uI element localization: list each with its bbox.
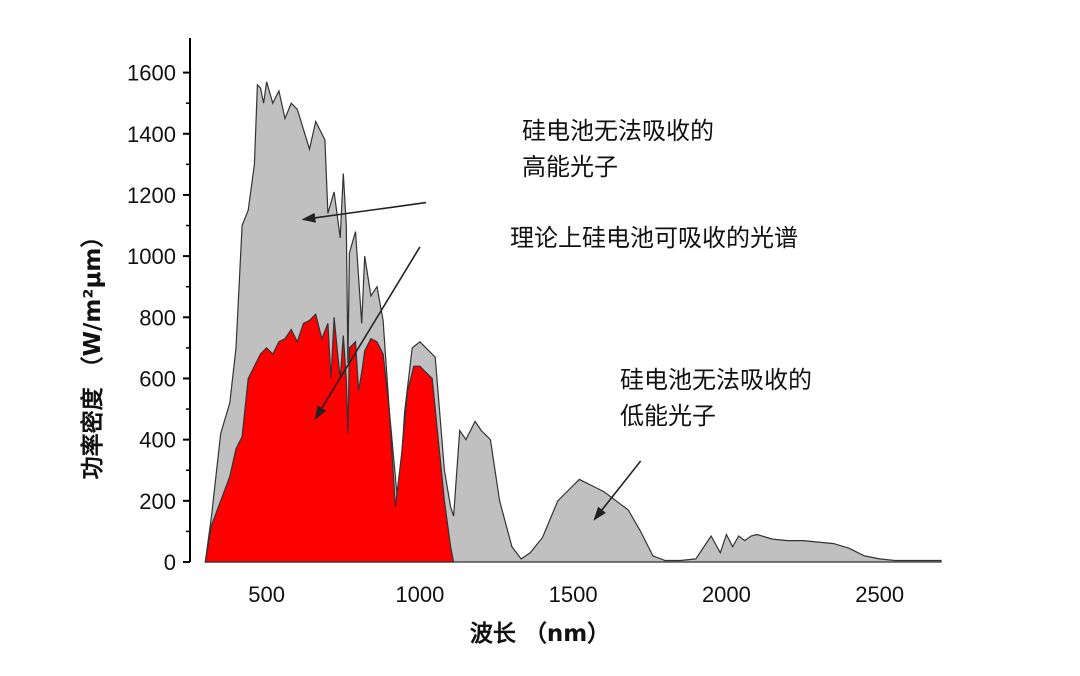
annotation-text-1: 高能光子 bbox=[522, 153, 618, 181]
y-tick-label: 1600 bbox=[127, 61, 176, 86]
x-tick-label: 1500 bbox=[549, 582, 598, 607]
x-tick-label: 2500 bbox=[855, 582, 904, 607]
x-tick-label: 1000 bbox=[395, 582, 444, 607]
area-series-group bbox=[204, 81, 942, 563]
annotation-arrow-2 bbox=[314, 246, 421, 420]
y-tick-label: 1200 bbox=[127, 183, 176, 208]
x-tick-label: 2000 bbox=[702, 582, 751, 607]
y-tick-label: 1000 bbox=[127, 244, 176, 269]
annotation-text-1: 硅电池无法吸收的 bbox=[522, 117, 714, 145]
y-tick-label: 800 bbox=[139, 305, 176, 330]
annotation-arrow-3 bbox=[593, 460, 642, 521]
y-tick-label: 0 bbox=[164, 550, 176, 575]
x-axis-title: 波长 （nm） bbox=[470, 620, 610, 647]
y-tick-label: 1400 bbox=[127, 122, 176, 147]
tick-group: 0 200 400 600 800 1000 1200 1400 1600 500 1000 1500… bbox=[127, 61, 904, 607]
area-series-2 bbox=[204, 313, 455, 563]
y-axis-title: 功率密度 （W/m²μm） bbox=[79, 225, 106, 480]
x-tick-label: 500 bbox=[248, 582, 285, 607]
y-tick-label: 400 bbox=[139, 428, 176, 453]
annotation-text-2: 理论上硅电池可吸收的光谱 bbox=[510, 224, 798, 252]
y-tick-label: 600 bbox=[139, 366, 176, 391]
annotation-text-3: 低能光子 bbox=[620, 402, 716, 430]
annotation-text-3: 硅电池无法吸收的 bbox=[620, 366, 812, 394]
y-tick-label: 200 bbox=[139, 489, 176, 514]
annotation-arrow-1 bbox=[301, 201, 427, 223]
